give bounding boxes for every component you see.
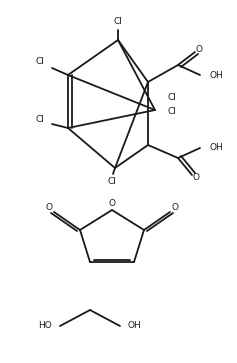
Text: HO: HO — [38, 322, 52, 330]
Text: OH: OH — [210, 70, 224, 79]
Text: OH: OH — [210, 143, 224, 152]
Text: O: O — [172, 204, 178, 212]
Text: Cl: Cl — [114, 17, 123, 26]
Text: Cl: Cl — [168, 107, 177, 117]
Text: O: O — [196, 45, 202, 54]
Text: Cl: Cl — [36, 57, 44, 66]
Text: Cl: Cl — [108, 178, 116, 187]
Text: O: O — [46, 204, 53, 212]
Text: OH: OH — [128, 322, 142, 330]
Text: Cl: Cl — [36, 115, 44, 125]
Text: Cl: Cl — [168, 94, 177, 102]
Text: O: O — [192, 172, 200, 182]
Text: O: O — [109, 199, 115, 208]
